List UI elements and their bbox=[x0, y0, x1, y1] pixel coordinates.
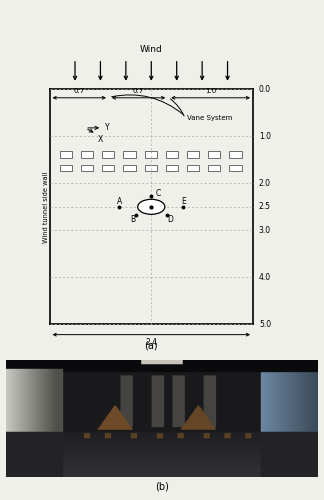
Text: (a): (a) bbox=[145, 340, 158, 350]
Text: 2.4: 2.4 bbox=[145, 338, 157, 347]
Text: A: A bbox=[116, 196, 122, 205]
Bar bbox=[102, 164, 114, 171]
Text: D: D bbox=[167, 216, 173, 224]
Text: C: C bbox=[156, 189, 161, 198]
Text: (b): (b) bbox=[155, 481, 169, 491]
Text: X: X bbox=[98, 136, 103, 144]
Bar bbox=[102, 152, 114, 158]
Text: Y: Y bbox=[105, 124, 109, 132]
Text: Vane System: Vane System bbox=[187, 116, 232, 121]
Text: 4.0: 4.0 bbox=[259, 273, 271, 282]
Text: 2.0: 2.0 bbox=[259, 179, 271, 188]
Bar bbox=[145, 152, 157, 158]
Text: 0.7: 0.7 bbox=[133, 88, 144, 94]
Bar bbox=[187, 164, 199, 171]
Bar bbox=[60, 152, 72, 158]
Text: 0.7: 0.7 bbox=[74, 88, 85, 94]
Bar bbox=[229, 152, 241, 158]
Text: 3.0: 3.0 bbox=[259, 226, 271, 235]
Bar bbox=[166, 164, 178, 171]
Bar bbox=[60, 164, 72, 171]
Bar bbox=[208, 152, 220, 158]
Bar bbox=[81, 164, 93, 171]
Text: 1.0: 1.0 bbox=[259, 132, 271, 141]
Bar bbox=[123, 152, 136, 158]
Bar bbox=[187, 152, 199, 158]
Text: 1.0: 1.0 bbox=[205, 88, 216, 94]
Bar bbox=[166, 152, 178, 158]
Text: 0.0: 0.0 bbox=[259, 85, 271, 94]
Bar bbox=[81, 152, 93, 158]
Bar bbox=[123, 164, 136, 171]
Text: 5.0: 5.0 bbox=[259, 320, 271, 329]
Text: B: B bbox=[130, 216, 135, 224]
Text: Wind tunnel side wall: Wind tunnel side wall bbox=[43, 171, 49, 242]
Bar bbox=[229, 164, 241, 171]
Bar bbox=[208, 164, 220, 171]
Circle shape bbox=[138, 200, 165, 214]
Text: E: E bbox=[181, 196, 186, 205]
Bar bbox=[145, 164, 157, 171]
Text: 2.5: 2.5 bbox=[259, 202, 271, 211]
Text: Wind: Wind bbox=[140, 45, 163, 54]
